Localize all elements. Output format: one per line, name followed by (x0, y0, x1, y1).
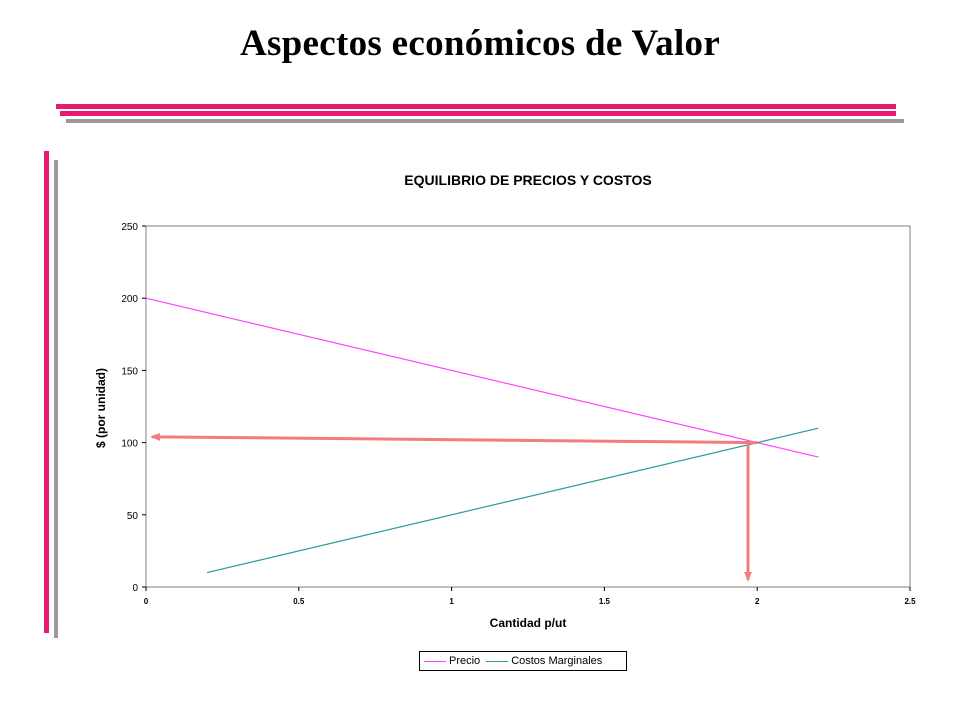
legend-entry-precio: Precio (424, 655, 480, 667)
series-line-1 (206, 427, 819, 574)
title-rule-gray (66, 119, 904, 123)
y-tick-label: 0 (132, 583, 138, 594)
x-tick-label: 2.5 (904, 597, 916, 606)
x-tick-label: 1 (449, 597, 454, 606)
x-tick-label: 1.5 (599, 597, 611, 606)
chart-title: EQUILIBRIO DE PRECIOS Y COSTOS (404, 172, 652, 188)
plot-area (145, 225, 911, 588)
legend-label-precio: Precio (449, 655, 481, 667)
legend: Precio Costos Marginales (419, 651, 627, 671)
legend-entry-costos: Costos Marginales (486, 655, 602, 667)
annotation-arrow-0 (150, 432, 758, 445)
y-tick-label: 250 (121, 222, 138, 233)
y-tick-label: 150 (121, 366, 138, 377)
title-rule-pink-top (56, 104, 896, 109)
y-tick-label: 100 (121, 439, 138, 450)
legend-swatch-costos (486, 660, 509, 662)
title-rule-pink-bottom (60, 111, 896, 116)
x-tick-label: 0 (144, 597, 149, 606)
y-tick-label: 200 (121, 294, 138, 305)
x-tick-label: 2 (755, 597, 760, 606)
legend-swatch-precio (424, 660, 446, 662)
slide-title: Aspectos económicos de Valor (239, 23, 721, 64)
legend-label-costos: Costos Marginales (511, 655, 603, 667)
series-line-0 (145, 297, 819, 458)
x-axis-label: Cantidad p/ut (489, 616, 567, 630)
left-rule-gray (54, 160, 58, 638)
left-rule-pink (44, 151, 49, 633)
y-tick-label: 50 (127, 511, 139, 522)
x-tick-label: 0.5 (293, 597, 305, 606)
